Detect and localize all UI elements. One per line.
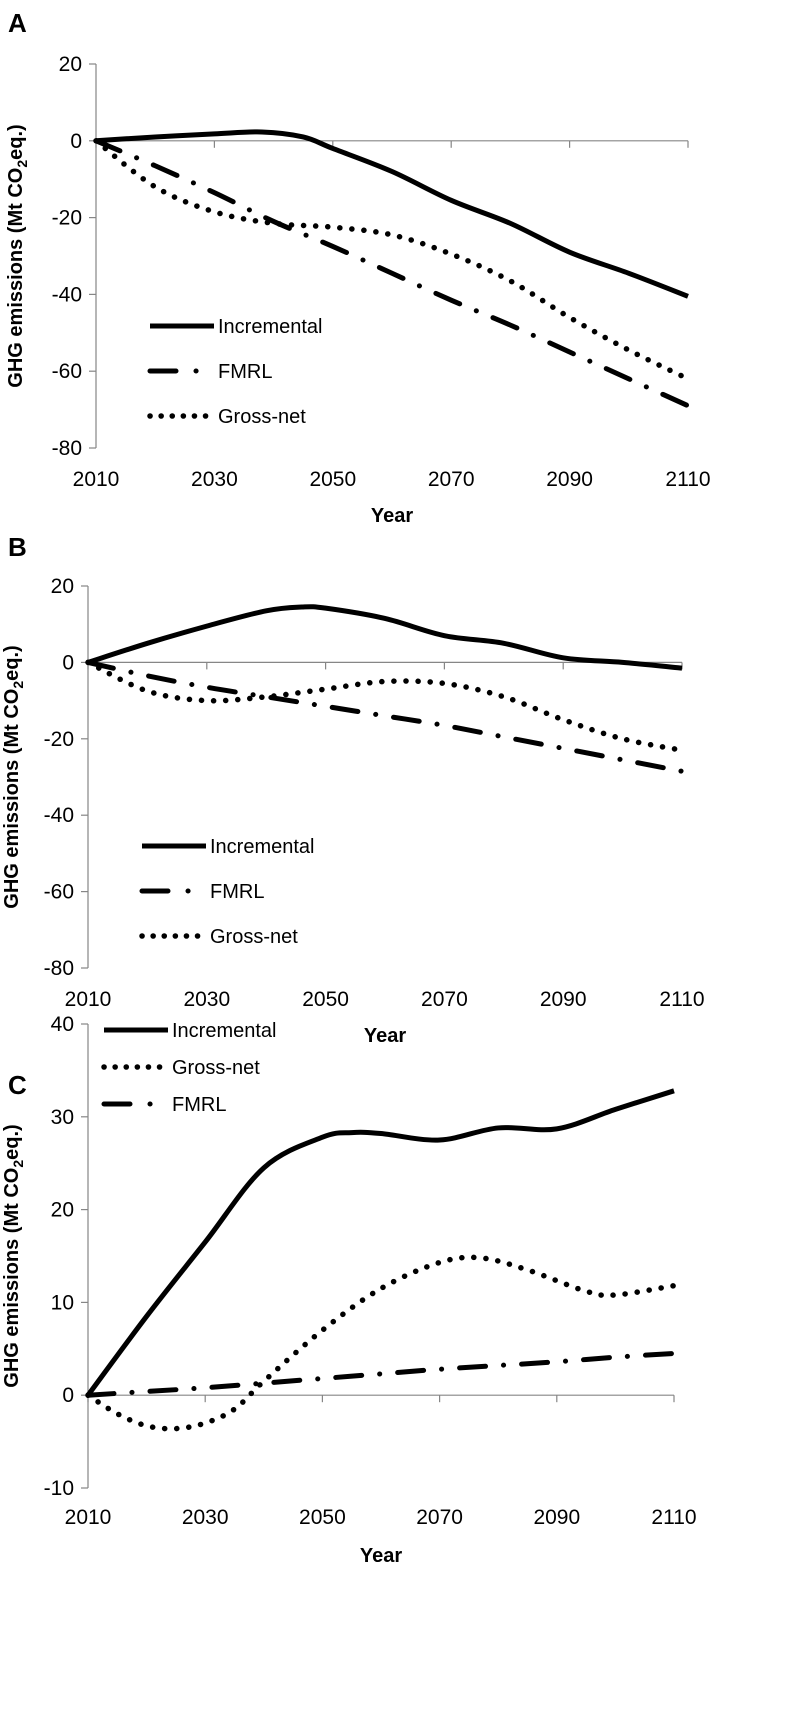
series-line-gross-net (93, 138, 691, 382)
x-axis-title: Year (360, 1545, 402, 1567)
legend: Incremental Gross-net FMRL (101, 1020, 277, 1116)
x-tick-label: 2070 (421, 988, 468, 1011)
x-axis-title: Year (371, 505, 413, 527)
chart-panel-b: B 20 0 -20 -40 -60 -80 2010 2030 2050 2070 2090 2110… (1, 532, 705, 1047)
x-tick-label: 2010 (65, 988, 112, 1011)
y-tick-label: 40 (51, 1013, 74, 1036)
series-line-fmrl (85, 659, 685, 774)
x-tick-label: 2050 (299, 1506, 346, 1529)
x-tick-label: 2010 (65, 1506, 112, 1529)
x-tick-label: 2070 (428, 468, 475, 491)
legend-label: Gross-net (218, 406, 306, 428)
y-tick-label: 20 (51, 575, 74, 598)
chart-panel-a: A 20 0 -20 -40 -60 -80 2010 2030 2050 2070 2090 2110… (5, 8, 711, 527)
y-tick-label: -40 (52, 283, 82, 306)
x-tick-label: 2030 (183, 988, 230, 1011)
legend-label: FMRL (172, 1094, 226, 1116)
panel-letter: A (8, 8, 27, 38)
y-tick-label: -80 (44, 957, 74, 980)
x-tick-label: 2090 (546, 468, 593, 491)
y-tick-label: 20 (51, 1199, 74, 1222)
y-tick-label: -40 (44, 804, 74, 827)
x-tick-label: 2110 (659, 988, 704, 1011)
y-tick-label: 0 (62, 651, 74, 674)
series-line-gross-net (85, 1254, 677, 1432)
series-line-incremental (87, 604, 683, 671)
x-tick-label: 2090 (540, 988, 587, 1011)
series-line-incremental (95, 129, 689, 299)
x-axis-title: Year (364, 1025, 406, 1047)
y-tick-label: -20 (44, 728, 74, 751)
legend-label: Incremental (172, 1020, 277, 1042)
y-axis-title: GHG emissions (Mt CO2eq.) (1, 645, 26, 908)
y-axis-title: GHG emissions (Mt CO2eq.) (1, 1124, 26, 1387)
y-tick-label: -10 (44, 1477, 74, 1500)
x-tick-label: 2110 (665, 468, 710, 491)
panel-letter: B (8, 532, 27, 562)
legend-label: Gross-net (210, 926, 298, 948)
legend-label: Incremental (210, 836, 315, 858)
y-tick-label: -60 (52, 360, 82, 383)
x-tick-label: 2050 (302, 988, 349, 1011)
y-axis-title: GHG emissions (Mt CO2eq.) (5, 124, 30, 387)
legend-label: Gross-net (172, 1057, 260, 1079)
x-tick-label: 2110 (651, 1506, 696, 1529)
legend: Incremental FMRL Gross-net (139, 836, 315, 948)
x-tick-label: 2050 (309, 468, 356, 491)
series-line-fmrl (93, 138, 691, 409)
y-tick-label: -80 (52, 437, 82, 460)
series-line-fmrl (85, 1350, 677, 1398)
y-tick-label: -20 (52, 207, 82, 230)
y-tick-label: 0 (62, 1384, 74, 1407)
y-tick-label: 30 (51, 1106, 74, 1129)
x-tick-label: 2090 (533, 1506, 580, 1529)
legend: Incremental FMRL Gross-net (147, 316, 323, 428)
y-tick-label: -60 (44, 881, 74, 904)
series-line-gross-net (85, 659, 685, 754)
legend-label: Incremental (218, 316, 323, 338)
x-tick-label: 2070 (416, 1506, 463, 1529)
y-tick-label: 10 (51, 1291, 74, 1314)
legend-label: FMRL (218, 361, 272, 383)
y-tick-label: 0 (70, 130, 82, 153)
x-tick-label: 2010 (73, 468, 120, 491)
panel-letter: C (8, 1070, 27, 1100)
y-tick-label: 20 (59, 53, 82, 76)
x-tick-label: 2030 (182, 1506, 229, 1529)
series-line-incremental (85, 1088, 675, 1397)
legend-label: FMRL (210, 881, 264, 903)
x-tick-label: 2030 (191, 468, 238, 491)
